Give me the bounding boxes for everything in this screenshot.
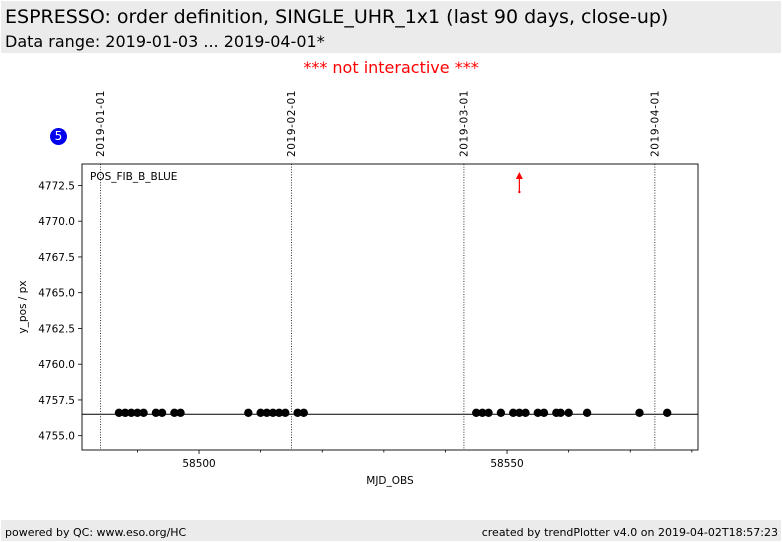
data-point: [133, 408, 142, 418]
data-point: [663, 408, 672, 418]
chart-axes: 4755.0 4757.5 4760.0 4762.5 4765.0 4767.5 4770…: [17, 163, 699, 487]
data-range-subtitle: Data range: 2019-01-03 ... 2019-04-01*: [5, 32, 325, 51]
data-point: [484, 408, 493, 418]
date-markers: 2019-01-01 2019-02-01 2019-03-01 2019-04-01: [95, 90, 661, 450]
page-title: ESPRESSO: order definition, SINGLE_UHR_1…: [5, 6, 669, 28]
data-point: [176, 408, 185, 418]
data-point: [539, 408, 549, 418]
data-point: [509, 408, 518, 418]
y-tick-label: 4765.0: [38, 288, 75, 300]
y-tick-label: 4770.0: [38, 216, 75, 228]
y-tick-label: 4767.5: [38, 252, 75, 264]
data-point: [564, 408, 573, 418]
x-tick-label: 58500: [182, 458, 215, 470]
data-point: [293, 408, 302, 418]
panel-label: POS_FIB_B_BLUE: [90, 171, 177, 183]
not-interactive-notice: *** not interactive ***: [303, 58, 479, 77]
outlier-arrow-head: [515, 172, 523, 179]
data-point: [582, 408, 592, 418]
date-marker-label: 2019-02-01: [286, 90, 298, 157]
data-point: [478, 408, 487, 418]
data-point: [556, 408, 565, 418]
y-tick-label: 4755.0: [38, 431, 75, 443]
y-tick-label: 4760.0: [38, 359, 75, 371]
y-tick-label: 4762.5: [38, 323, 75, 335]
x-tick-label: 58550: [490, 458, 523, 470]
y-axis-label: y_pos / px: [17, 280, 29, 333]
y-tick-label: 4757.5: [38, 395, 75, 407]
chart-marks: [82, 172, 698, 418]
data-point: [256, 408, 265, 418]
data-point: [521, 408, 530, 418]
data-point: [533, 408, 543, 418]
data-point: [244, 408, 253, 418]
data-point: [139, 408, 148, 418]
data-point: [120, 408, 130, 418]
header-panel: ESPRESSO: order definition, SINGLE_UHR_1…: [1, 1, 781, 53]
plot-number-badge: 5: [50, 128, 67, 145]
data-point: [281, 408, 290, 418]
data-point: [299, 408, 308, 418]
y-tick-label: 4772.5: [38, 180, 75, 192]
date-marker-label: 2019-01-01: [95, 90, 107, 157]
data-point: [127, 408, 136, 418]
data-point: [262, 408, 271, 418]
data-point: [635, 408, 644, 418]
data-point: [151, 408, 161, 418]
data-point: [170, 408, 179, 418]
data-point: [114, 408, 124, 418]
outlier-arrow-base: [518, 190, 521, 194]
data-point: [274, 408, 284, 418]
footer-credit: powered by QC: www.eso.org/HC: [5, 526, 187, 539]
footer-bar: powered by QC: www.eso.org/HC created by…: [1, 520, 781, 541]
data-point: [472, 408, 481, 418]
data-point: [157, 408, 167, 418]
footer-created-by: created by trendPlotter v4.0 on 2019-04-…: [481, 526, 778, 539]
date-marker-label: 2019-03-01: [458, 90, 470, 157]
data-point: [496, 408, 506, 418]
data-point: [515, 408, 524, 418]
date-marker-label: 2019-04-01: [649, 90, 661, 157]
x-axis-label: MJD_OBS: [366, 475, 414, 487]
plot-frame: [81, 163, 699, 451]
data-point: [268, 408, 278, 418]
